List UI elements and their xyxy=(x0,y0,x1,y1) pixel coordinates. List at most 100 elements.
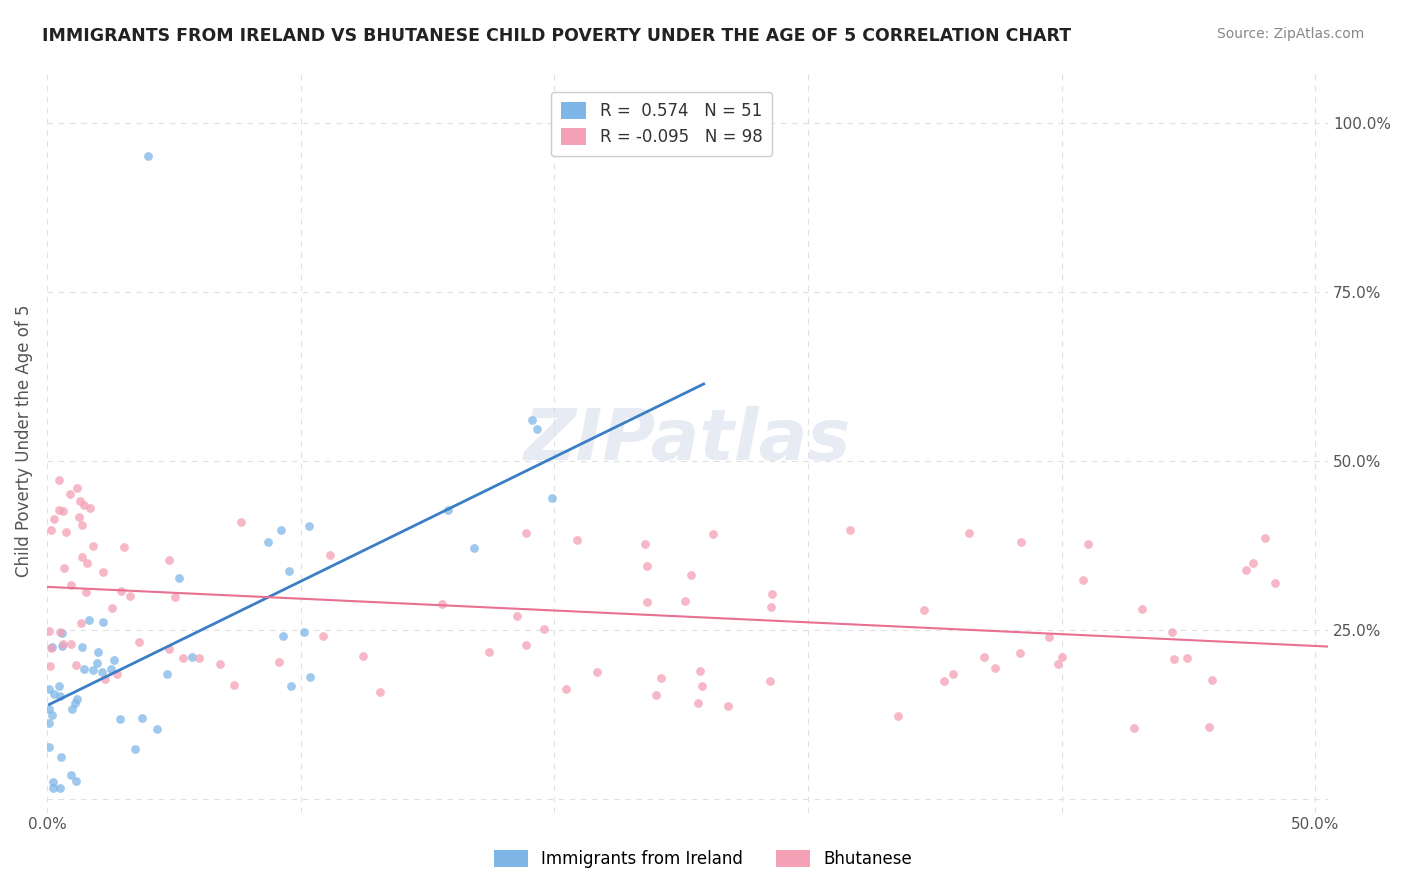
Point xyxy=(1241,556,1264,570)
Point xyxy=(76,556,98,570)
Point xyxy=(278,565,301,579)
Point xyxy=(110,584,132,599)
Point xyxy=(839,523,862,537)
Point xyxy=(1201,673,1223,688)
Point xyxy=(103,652,125,666)
Point xyxy=(93,672,115,686)
Point xyxy=(75,585,97,599)
Point xyxy=(984,661,1007,675)
Point xyxy=(73,662,96,676)
Point xyxy=(636,559,658,574)
Point xyxy=(368,685,391,699)
Point xyxy=(38,702,60,716)
Text: ZIPatlas: ZIPatlas xyxy=(524,406,851,475)
Point xyxy=(63,696,86,710)
Point xyxy=(188,651,211,665)
Point xyxy=(70,550,93,565)
Point xyxy=(1130,602,1153,616)
Point xyxy=(1234,563,1257,577)
Point xyxy=(66,692,89,706)
Point xyxy=(1047,657,1070,672)
Point xyxy=(42,774,65,789)
Point xyxy=(973,650,995,665)
Point xyxy=(39,523,62,537)
Point xyxy=(70,517,93,532)
Point xyxy=(38,624,60,638)
Point xyxy=(692,679,714,693)
Text: Source: ZipAtlas.com: Source: ZipAtlas.com xyxy=(1216,27,1364,41)
Text: IMMIGRANTS FROM IRELAND VS BHUTANESE CHILD POVERTY UNDER THE AGE OF 5 CORRELATIO: IMMIGRANTS FROM IRELAND VS BHUTANESE CHI… xyxy=(42,27,1071,45)
Point xyxy=(39,659,62,673)
Point xyxy=(312,629,335,643)
Point xyxy=(1071,573,1094,587)
Point xyxy=(44,512,66,526)
Point xyxy=(172,651,194,665)
Point xyxy=(478,645,501,659)
Point xyxy=(319,548,342,562)
Point xyxy=(82,539,104,553)
Point xyxy=(1123,721,1146,735)
Point xyxy=(41,640,63,654)
Point xyxy=(77,613,100,627)
Point xyxy=(59,487,82,501)
Point xyxy=(49,750,72,764)
Point xyxy=(636,595,658,609)
Point xyxy=(38,682,60,697)
Point xyxy=(90,665,112,679)
Point xyxy=(352,649,374,664)
Point xyxy=(73,498,96,512)
Point xyxy=(105,667,128,681)
Point xyxy=(165,590,187,604)
Point xyxy=(86,657,108,671)
Point xyxy=(42,686,65,700)
Point xyxy=(65,657,87,672)
Point xyxy=(52,504,75,518)
Point xyxy=(273,630,295,644)
Point xyxy=(437,503,460,517)
Point xyxy=(39,640,62,655)
Point xyxy=(181,649,204,664)
Point xyxy=(887,708,910,723)
Point xyxy=(38,715,60,730)
Point xyxy=(759,674,782,689)
Point xyxy=(69,494,91,508)
Point xyxy=(48,473,70,487)
Point xyxy=(48,690,70,704)
Point xyxy=(72,640,94,654)
Point xyxy=(60,768,83,782)
Y-axis label: Child Poverty Under the Age of 5: Child Poverty Under the Age of 5 xyxy=(15,304,32,577)
Legend: R =  0.574   N = 51, R = -0.095   N = 98: R = 0.574 N = 51, R = -0.095 N = 98 xyxy=(551,92,772,156)
Point xyxy=(634,536,657,550)
Point xyxy=(79,500,101,515)
Point xyxy=(1161,625,1184,640)
Point xyxy=(60,577,83,591)
Point xyxy=(145,723,167,737)
Point xyxy=(91,615,114,630)
Point xyxy=(70,616,93,631)
Point xyxy=(167,571,190,585)
Point xyxy=(463,541,485,556)
Point xyxy=(55,525,77,540)
Point xyxy=(51,625,73,640)
Point xyxy=(585,665,607,679)
Point xyxy=(41,708,63,723)
Point xyxy=(49,625,72,640)
Point xyxy=(53,561,76,575)
Point xyxy=(52,637,75,651)
Point xyxy=(1038,630,1060,644)
Point xyxy=(526,422,548,436)
Point xyxy=(679,568,702,582)
Point xyxy=(565,533,588,548)
Point xyxy=(118,589,141,603)
Point xyxy=(702,527,724,541)
Point xyxy=(59,637,82,651)
Point xyxy=(131,711,153,725)
Point xyxy=(555,682,578,697)
Point xyxy=(60,702,83,716)
Point xyxy=(1175,651,1198,665)
Point xyxy=(934,673,956,688)
Point xyxy=(124,742,146,756)
Point xyxy=(689,665,711,679)
Point xyxy=(761,587,783,601)
Point xyxy=(65,774,87,789)
